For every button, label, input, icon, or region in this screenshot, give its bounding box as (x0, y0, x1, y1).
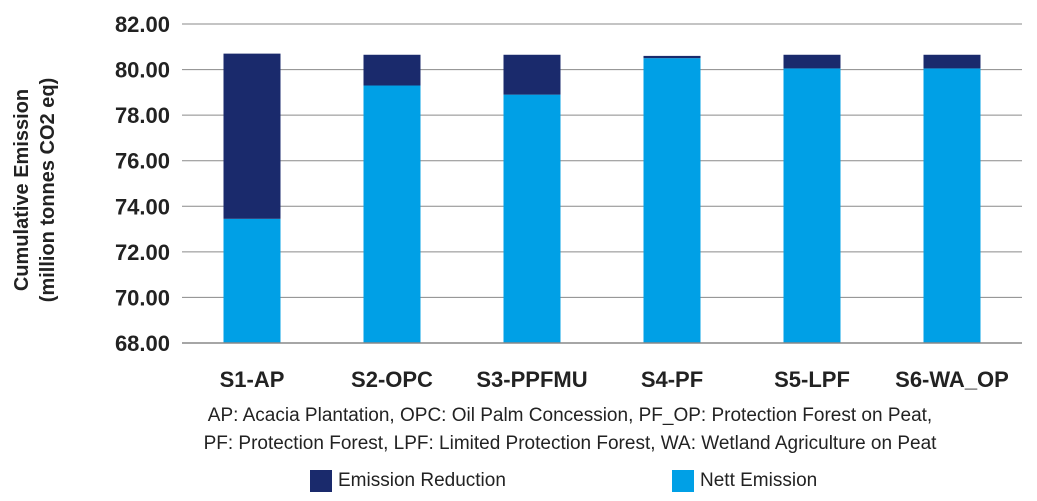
x-tick-label: S6-WA_OP (895, 367, 1009, 392)
gridlines (182, 23, 1022, 344)
legend-label-nett: Nett Emission (700, 470, 818, 491)
y-tick-label: 74.00 (115, 194, 170, 219)
y-tick-label: 76.00 (115, 149, 170, 174)
bar-emission-reduction-s6-wa_op (923, 54, 981, 69)
y-axis-ticks: 68.00 70.00 72.00 74.00 76.00 78.00 80.00 82.00 (115, 12, 170, 356)
bar-emission-reduction-s1-ap (223, 53, 281, 219)
legend: Emission Reduction Nett Emission (0, 470, 1037, 500)
footnote-line1: AP: Acacia Plantation, OPC: Oil Palm Con… (207, 405, 933, 426)
bar-nett-emission-s5-lpf (783, 68, 841, 344)
y-tick-label: 72.00 (115, 240, 170, 265)
bar-emission-reduction-s5-lpf (783, 54, 841, 69)
bar-nett-emission-s4-pf (643, 58, 701, 344)
legend-item-reduction: Emission Reduction (310, 470, 506, 492)
y-tick-label: 68.00 (115, 331, 170, 356)
bar-nett-emission-s3-ppfmu (503, 94, 561, 343)
y-tick-label: 82.00 (115, 12, 170, 37)
bar-nett-emission-s2-opc (363, 85, 421, 344)
x-axis-labels: S1-AP S2-OPC S3-PPFMU S4-PF S5-LPF S6-WA_OP (220, 367, 1009, 392)
y-tick-label: 78.00 (115, 103, 170, 128)
legend-item-nett: Nett Emission (672, 470, 817, 492)
legend-swatch-nett (672, 470, 694, 492)
bar-nett-emission-s6-wa_op (923, 68, 981, 344)
stacked-bar-chart: 68.00 70.00 72.00 74.00 76.00 78.00 80.00 82.00… (11, 12, 1022, 392)
legend-swatch-reduction (310, 470, 332, 492)
bar-nett-emission-s1-ap (223, 218, 281, 343)
bar-emission-reduction-s2-opc (363, 54, 421, 86)
x-tick-label: S2-OPC (351, 367, 433, 392)
y-tick-label: 70.00 (115, 285, 170, 310)
footnote-line2: PF: Protection Forest, LPF: Limited Prot… (203, 433, 937, 454)
y-axis-label-line1: Cumulative Emission (11, 89, 33, 291)
x-tick-label: S5-LPF (774, 367, 850, 392)
x-tick-label: S3-PPFMU (476, 367, 587, 392)
y-tick-label: 80.00 (115, 58, 170, 83)
y-axis-label-line2: (million tonnes CO2 eq) (37, 78, 59, 302)
legend-label-reduction: Emission Reduction (338, 470, 506, 491)
x-tick-label: S4-PF (641, 367, 703, 392)
bar-emission-reduction-s4-pf (643, 55, 701, 59)
bars (223, 53, 981, 344)
bar-emission-reduction-s3-ppfmu (503, 54, 561, 95)
x-tick-label: S1-AP (220, 367, 285, 392)
